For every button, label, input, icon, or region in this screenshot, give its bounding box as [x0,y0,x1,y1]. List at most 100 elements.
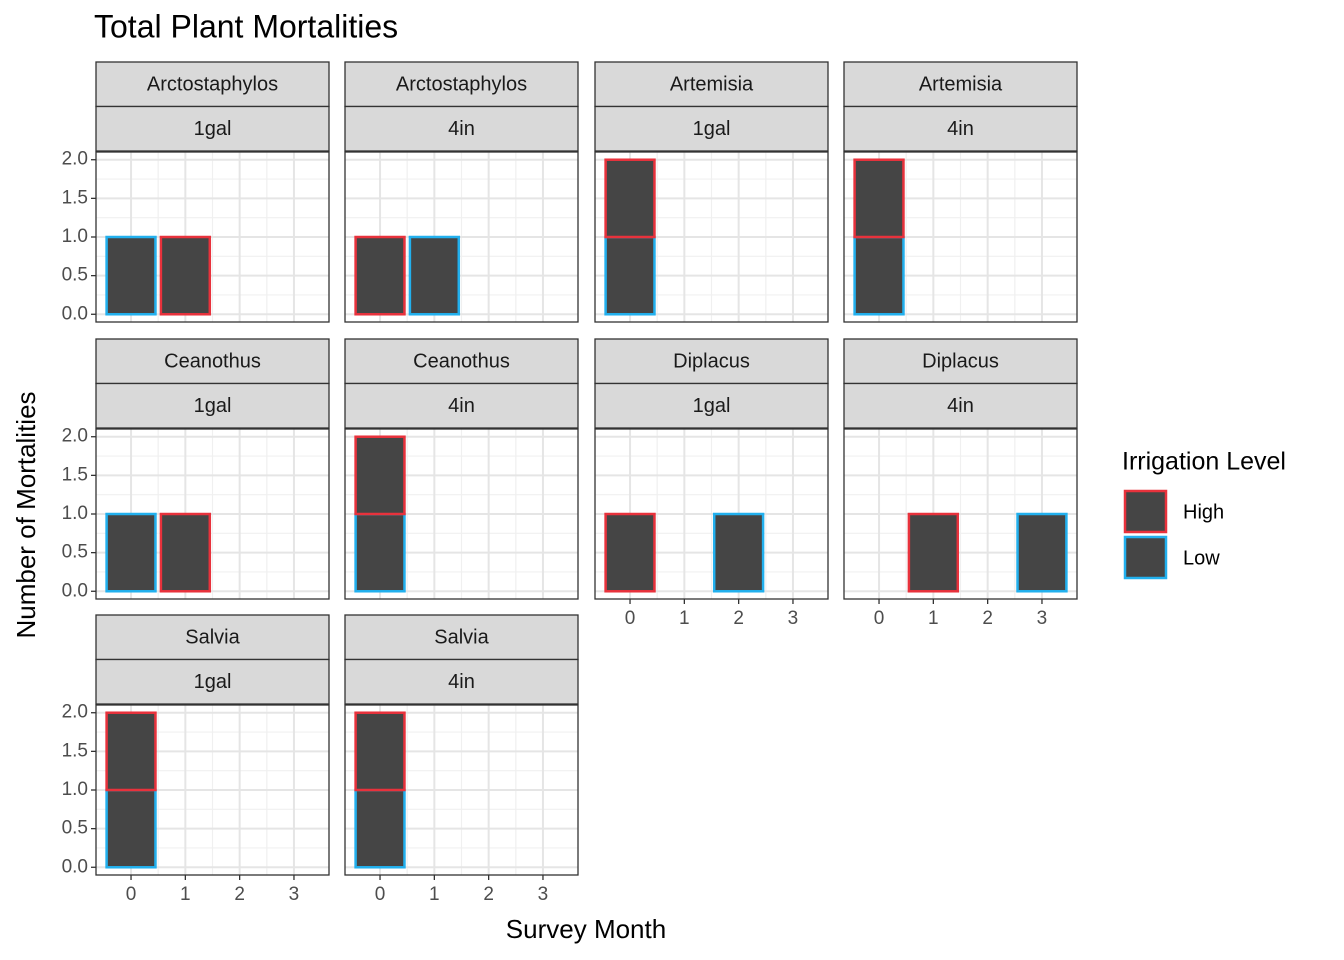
y-tick-label: 1.0 [62,503,88,524]
y-tick-label: 2.0 [62,426,88,447]
strip-label: Ceanothus [164,351,261,373]
strip-label: 4in [947,395,974,417]
strip-background [594,105,829,152]
legend-label: High [1183,501,1224,523]
strip-background [95,338,330,385]
strip-background [344,338,579,385]
bar [105,711,157,792]
x-axis-label: Survey Month [506,914,666,944]
x-tick-label: 2 [733,608,744,629]
strip-background [843,382,1078,429]
legend-label: Low [1183,547,1220,569]
y-tick-label: 2.0 [62,149,88,170]
legend-key [1123,489,1168,534]
panel-border [344,428,579,600]
bar [712,512,765,593]
strip-label: 1gal [194,671,232,693]
legend-title: Irrigation Level [1122,448,1286,476]
strip-label: Salvia [185,627,240,649]
strip-background [344,382,579,429]
strip-background [95,105,330,152]
bar [105,512,157,593]
x-tick-label: 1 [429,884,440,905]
x-tick-label: 2 [483,884,494,905]
strip-label: Artemisia [670,74,754,96]
x-tick-label: 0 [625,608,636,629]
strip-background [843,61,1078,108]
legend-key [1123,535,1168,580]
y-tick-label: 0.0 [62,856,88,877]
strip-label: 1gal [693,395,731,417]
y-tick-label: 1.0 [62,226,88,247]
y-tick-label: 1.5 [62,464,88,485]
strip-background [344,105,579,152]
y-tick-label: 2.0 [62,702,88,723]
y-tick-label: 0.0 [62,580,88,601]
y-tick-label: 0.5 [62,818,88,839]
panel-border [594,151,829,323]
strip-background [95,61,330,108]
strip-label: 1gal [693,118,731,140]
y-tick-label: 0.0 [62,303,88,324]
chart-title: Total Plant Mortalities [94,8,398,44]
y-axis-label: Number of Mortalities [11,391,41,638]
bar [159,235,212,316]
strip-label: 4in [947,118,974,140]
bar [1016,512,1068,593]
y-tick-label: 0.5 [62,265,88,286]
strip-label: 4in [448,395,475,417]
panel-border [843,151,1078,323]
x-tick-label: 3 [788,608,799,629]
x-tick-label: 3 [1037,608,1048,629]
bar [354,512,406,593]
strip-background [344,61,579,108]
y-tick-label: 1.0 [62,779,88,800]
strip-label: Arctostaphylos [396,74,527,96]
strip-background [843,105,1078,152]
strip-label: Artemisia [919,74,1003,96]
strip-label: 1gal [194,395,232,417]
strip-label: Arctostaphylos [147,74,278,96]
panel-border [344,151,579,323]
x-tick-label: 1 [180,884,191,905]
strip-background [95,382,330,429]
bar [354,435,406,516]
strip-label: Diplacus [922,351,999,373]
panel-border [594,428,829,600]
bar [604,235,656,316]
strip-background [594,382,829,429]
x-tick-label: 0 [874,608,885,629]
bar [853,235,905,316]
strip-background [344,614,579,661]
x-tick-label: 0 [375,884,386,905]
strip-label: Diplacus [673,351,750,373]
bar [105,235,157,316]
bar [354,788,406,869]
bar [604,512,656,593]
x-tick-label: 2 [234,884,245,905]
x-tick-label: 1 [928,608,939,629]
x-tick-label: 3 [538,884,549,905]
strip-label: 1gal [194,118,232,140]
panel-border [344,704,579,876]
strip-label: 4in [448,118,475,140]
strip-background [594,61,829,108]
bar [354,711,406,792]
x-tick-label: 0 [126,884,137,905]
x-tick-label: 2 [982,608,993,629]
x-tick-label: 3 [289,884,300,905]
bar [159,512,212,593]
strip-label: 4in [448,671,475,693]
x-tick-label: 1 [679,608,690,629]
strip-background [95,614,330,661]
strip-background [95,658,330,705]
bar [408,235,461,316]
bar [604,158,656,239]
y-tick-label: 1.5 [62,187,88,208]
bar [853,158,905,239]
bar [907,512,960,593]
strip-label: Salvia [434,627,489,649]
strip-background [843,338,1078,385]
bar [354,235,406,316]
